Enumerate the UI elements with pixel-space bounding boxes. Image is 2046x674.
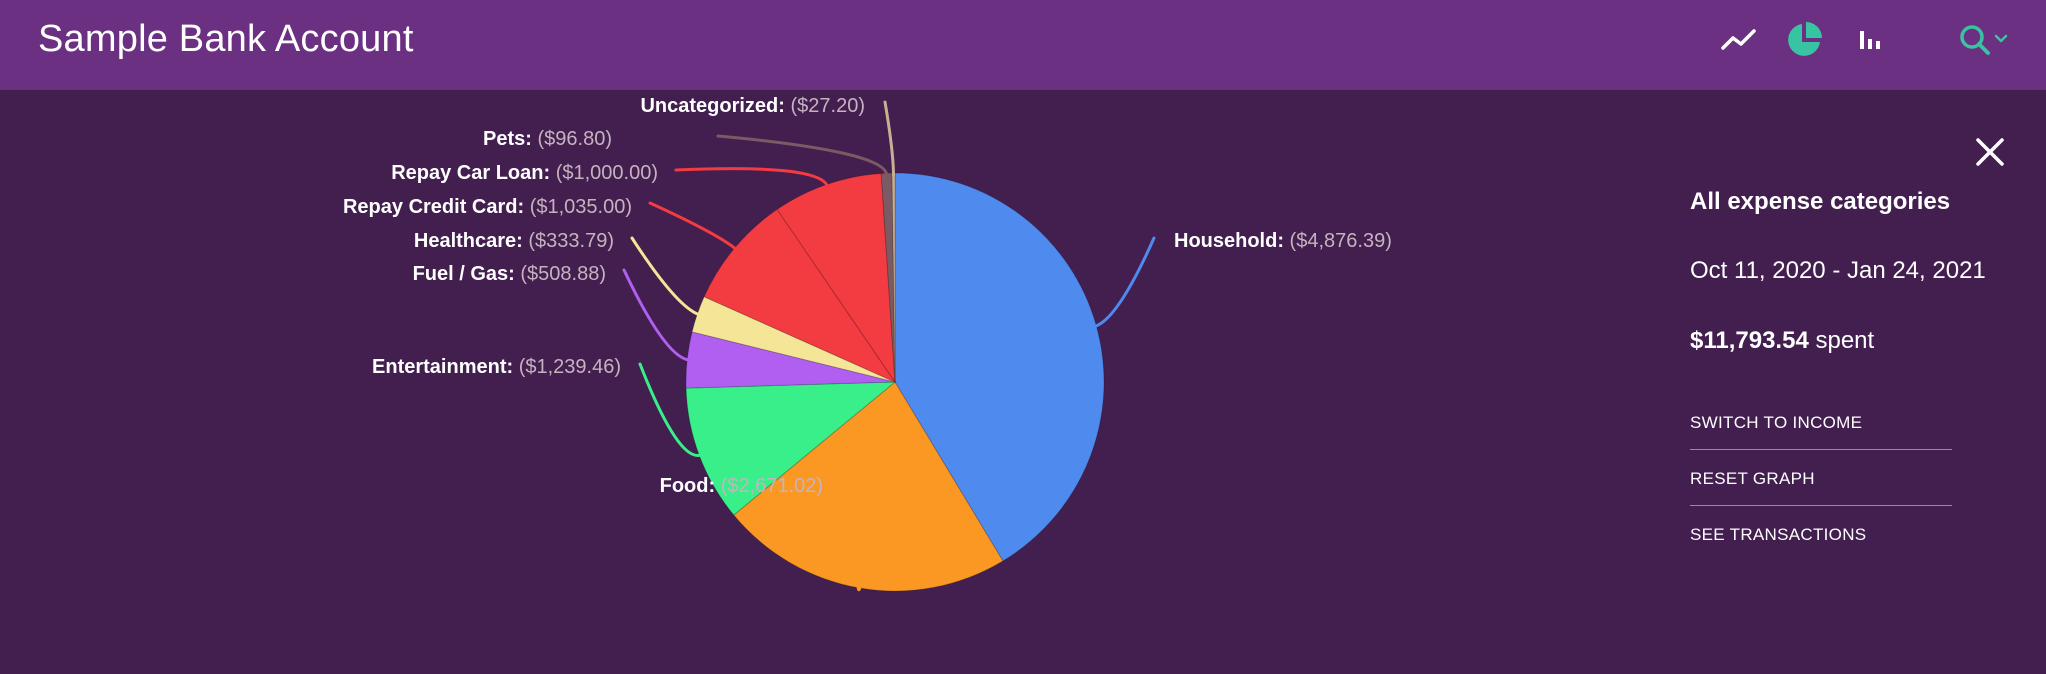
line-chart-button[interactable]	[1712, 14, 1766, 66]
slice-label-repay-credit-card: Repay Credit Card: ($1,035.00)	[343, 196, 632, 218]
slice-label-name: Repay Car Loan:	[391, 162, 550, 184]
slice-label-value: ($1,239.46)	[513, 356, 621, 378]
spent-total: $11,793.54 spent	[1690, 327, 1874, 355]
slice-label-name: Repay Credit Card:	[343, 196, 524, 218]
leader-line-uncategorized	[883, 100, 895, 177]
slice-label-pets: Pets: ($96.80)	[483, 128, 612, 150]
pie-chart-button[interactable]	[1777, 14, 1831, 66]
bar-chart-icon	[1860, 31, 1880, 49]
slice-label-value: ($27.20)	[785, 95, 865, 117]
slice-label-name: Pets:	[483, 128, 532, 150]
slice-label-value: ($96.80)	[532, 128, 612, 150]
leader-line-entertainment	[638, 362, 703, 457]
slice-label-value: ($1,035.00)	[524, 196, 632, 218]
slice-label-food: Food: ($2,671.02)	[660, 475, 823, 497]
line-chart-icon	[1721, 29, 1756, 50]
reset-graph-link[interactable]: RESET GRAPH	[1690, 469, 1952, 506]
slice-label-value: ($508.88)	[515, 263, 606, 285]
date-range: Oct 11, 2020 - Jan 24, 2021	[1690, 257, 1986, 284]
slice-label-name: Food:	[660, 475, 716, 497]
slice-label-healthcare: Healthcare: ($333.79)	[414, 230, 614, 252]
slice-label-value: ($333.79)	[523, 230, 614, 252]
leader-line-repay-credit-card	[648, 201, 738, 251]
slice-label-value: ($1,000.00)	[550, 162, 658, 184]
leader-line-pets	[716, 134, 889, 177]
slice-label-household: Household: ($4,876.39)	[1174, 230, 1392, 252]
chevron-down-icon	[1994, 34, 2008, 43]
spent-label: spent	[1815, 327, 1875, 354]
leader-line-fuel-gas	[622, 268, 691, 362]
panel-title: All expense categories	[1690, 188, 1951, 215]
leader-line-food	[853, 480, 862, 592]
switch-to-income-link[interactable]: SWITCH TO INCOME	[1690, 413, 1952, 450]
pie-chart: Household: ($4,876.39) Food: ($2,671.02) E…	[343, 95, 1392, 592]
search-icon	[1960, 25, 2008, 55]
page-title: Sample Bank Account	[38, 18, 414, 60]
slice-label-name: Entertainment:	[372, 356, 513, 378]
pie-chart-icon	[1788, 22, 1822, 56]
slice-label-value: ($2,671.02)	[715, 475, 823, 497]
close-icon[interactable]	[1970, 132, 2010, 172]
slice-label-fuel-gas: Fuel / Gas: ($508.88)	[413, 263, 606, 285]
leader-line-healthcare	[630, 236, 701, 317]
slice-label-value: ($4,876.39)	[1284, 230, 1392, 252]
slice-label-name: Household:	[1174, 230, 1284, 252]
search-button[interactable]	[1950, 14, 2020, 66]
leader-line-household	[1092, 236, 1156, 329]
slice-label-repay-car-loan: Repay Car Loan: ($1,000.00)	[391, 162, 658, 184]
top-bar: Sample Bank Account	[0, 0, 2046, 90]
slice-label-entertainment: Entertainment: ($1,239.46)	[372, 356, 621, 378]
see-transactions-link[interactable]: SEE TRANSACTIONS	[1690, 525, 1867, 544]
leader-line-repay-car-loan	[674, 167, 829, 188]
spent-amount: $11,793.54	[1690, 327, 1809, 354]
slice-label-name: Uncategorized:	[640, 95, 784, 117]
slice-label-name: Fuel / Gas:	[413, 263, 515, 285]
slice-label-uncategorized: Uncategorized: ($27.20)	[640, 95, 865, 117]
bar-chart-button[interactable]	[1843, 14, 1897, 66]
slice-label-name: Healthcare:	[414, 230, 523, 252]
